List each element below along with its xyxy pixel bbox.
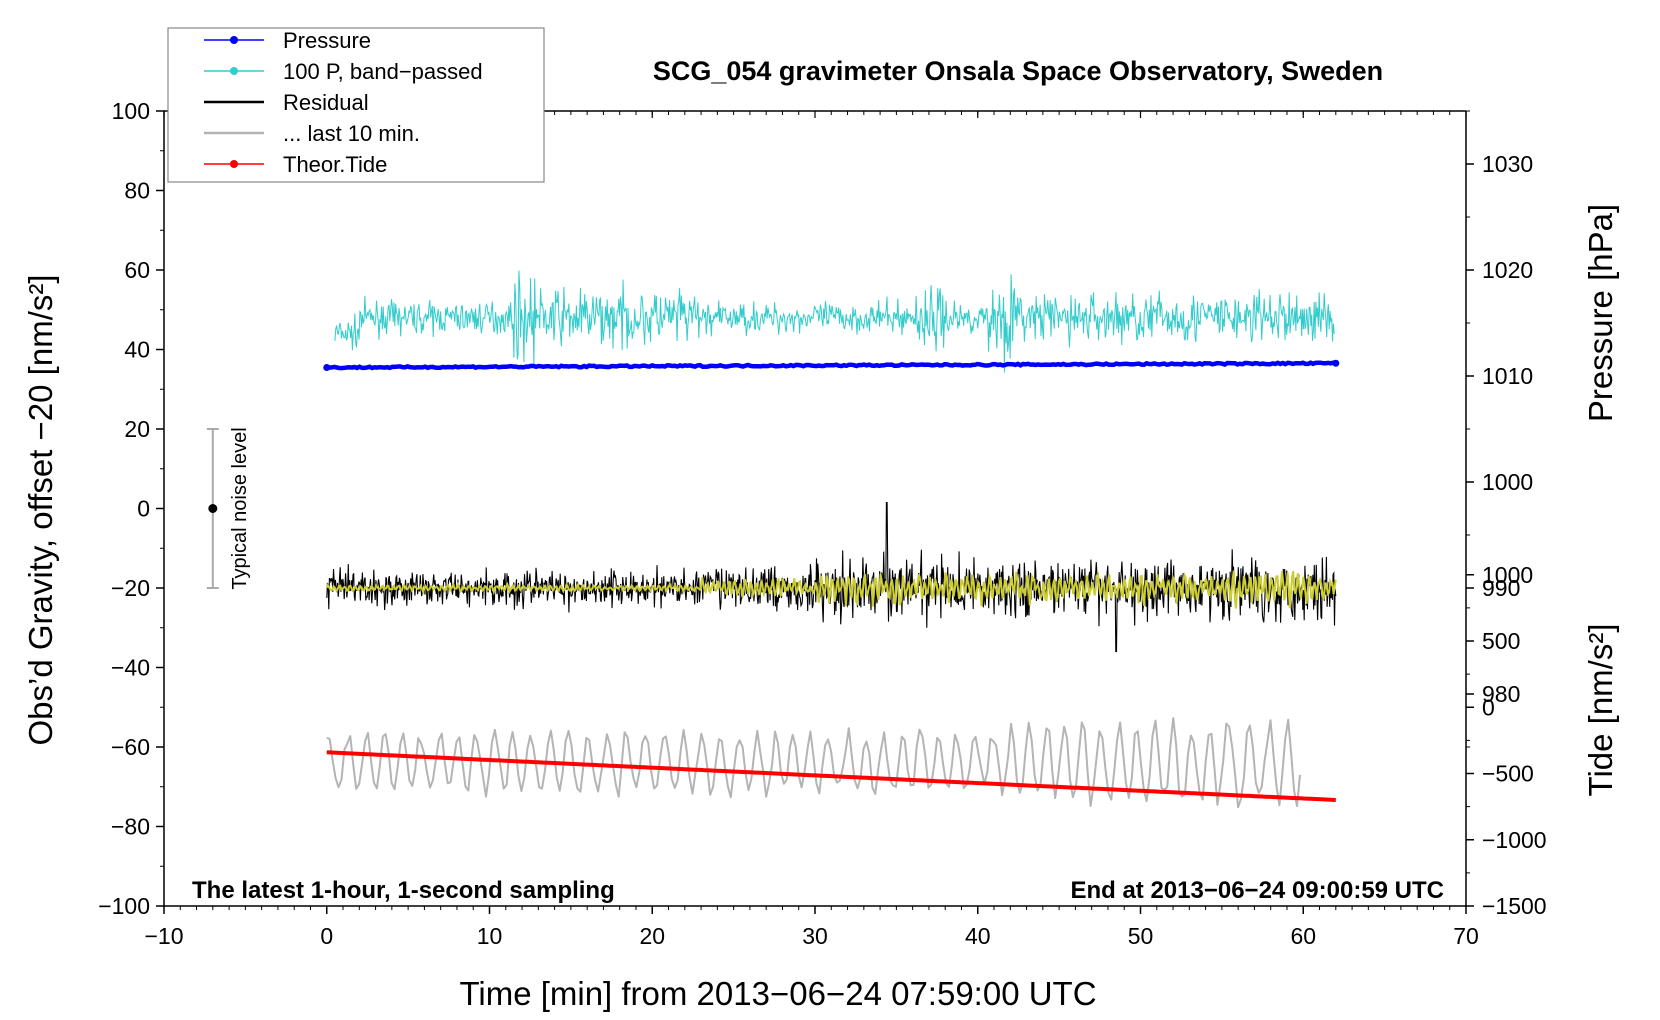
- x-tick-label: 70: [1453, 923, 1479, 949]
- y-tick-label: 0: [137, 496, 150, 522]
- pressure-tick-label: 980: [1482, 681, 1520, 707]
- tide-tick-label: 0: [1482, 694, 1495, 720]
- y-tick-label: 100: [112, 98, 150, 124]
- pressure-axis-title: Pressure [hPa]: [1582, 204, 1619, 422]
- noise-label: Typical noise level: [229, 427, 251, 589]
- series-pressure: [326, 360, 1337, 371]
- x-tick-label: 10: [477, 923, 503, 949]
- y-tick-label: −20: [111, 575, 150, 601]
- pressure-tick-label: 1010: [1482, 363, 1533, 389]
- pressure-tick-label: 1020: [1482, 257, 1533, 283]
- legend-marker: [230, 160, 238, 168]
- y-tick-label: 40: [124, 337, 150, 363]
- y-tick-label: 60: [124, 257, 150, 283]
- tide-tick-label: 1000: [1482, 562, 1533, 588]
- legend: Pressure 100 P, band−passed Residual ... la…: [167, 27, 545, 183]
- pressure-tick-label: 1030: [1482, 151, 1533, 177]
- y-tick-label: −80: [111, 814, 150, 840]
- tide-tick-label: −1000: [1482, 827, 1547, 853]
- note-left: The latest 1-hour, 1-second sampling: [192, 877, 615, 904]
- x-tick-label: 60: [1290, 923, 1316, 949]
- x-tick-label: −10: [144, 923, 183, 949]
- series-residual-smoothed: [325, 570, 1337, 609]
- x-tick-label: 30: [802, 923, 828, 949]
- legend-box: [167, 27, 545, 183]
- legend-label: 100 P, band−passed: [283, 59, 483, 84]
- y-tick-label: 80: [124, 178, 150, 204]
- y-tick-label: −40: [111, 655, 150, 681]
- note-right: End at 2013−06−24 09:00:59 UTC: [1070, 877, 1444, 904]
- series-last-10-min: [326, 717, 1301, 809]
- pressure-tick-label: 990: [1482, 575, 1520, 601]
- tide-tick-label: 500: [1482, 628, 1520, 654]
- series-theoretical-tide: [326, 750, 1336, 802]
- y-tick-label: −100: [98, 893, 150, 919]
- y-axis-title: Obs’d Gravity, offset −20 [nm/s²]: [22, 274, 59, 745]
- pressure-start-marker: [323, 364, 331, 372]
- legend-marker: [230, 36, 238, 44]
- legend-label: ... last 10 min.: [283, 121, 420, 146]
- y-tick-label: −60: [111, 734, 150, 760]
- pressure-tick-label: 1000: [1482, 469, 1533, 495]
- x-tick-label: 20: [639, 923, 665, 949]
- legend-label: Pressure: [283, 28, 371, 53]
- series-band-passed-pressure: [334, 270, 1335, 373]
- plot-area: [164, 111, 1466, 906]
- legend-label: Theor.Tide: [283, 152, 387, 177]
- x-tick-label: 40: [965, 923, 991, 949]
- tide-tick-label: −500: [1482, 761, 1534, 787]
- tide-axis-title: Tide [nm/s²]: [1582, 624, 1619, 797]
- noise-center-point: [208, 504, 218, 513]
- x-axis-title: Time [min] from 2013−06−24 07:59:00 UTC: [459, 975, 1096, 1012]
- chart-title: SCG_054 gravimeter Onsala Space Observat…: [653, 56, 1383, 86]
- x-tick-label: 50: [1128, 923, 1154, 949]
- pressure-end-marker: [1332, 359, 1340, 367]
- tide-tick-label: −1500: [1482, 893, 1547, 919]
- legend-marker: [230, 67, 238, 75]
- y-tick-label: 20: [124, 416, 150, 442]
- legend-label: Residual: [283, 90, 369, 115]
- x-tick-label: 0: [320, 923, 333, 949]
